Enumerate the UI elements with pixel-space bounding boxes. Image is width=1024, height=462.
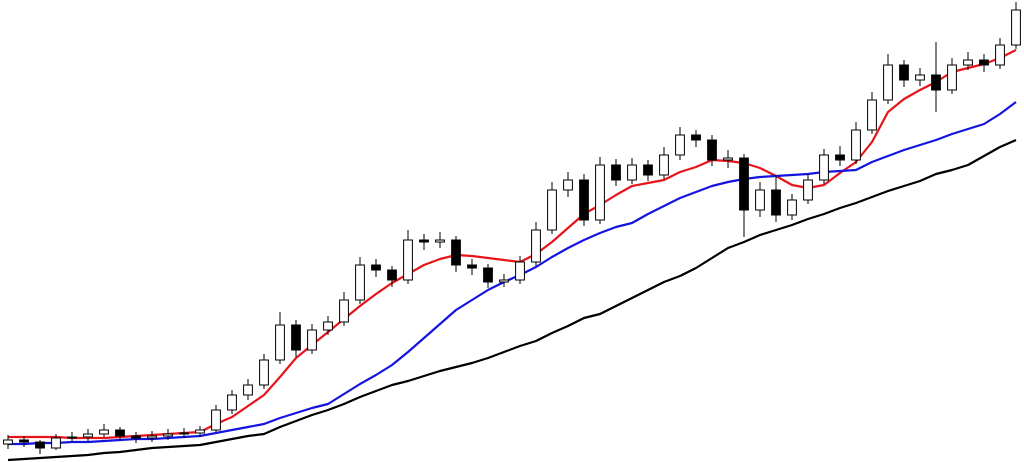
candle-body	[419, 239, 429, 243]
candle-body	[435, 239, 445, 243]
candle-body	[307, 329, 317, 351]
candle-body	[227, 394, 237, 411]
candle-body	[531, 229, 541, 263]
candle-body	[483, 267, 493, 283]
moving-averages	[7, 49, 1017, 462]
candle-body	[723, 157, 733, 161]
candle-body	[963, 59, 973, 66]
candle-body	[707, 139, 717, 161]
candle-body	[211, 409, 221, 431]
candle-body	[771, 189, 781, 216]
candle-body	[803, 179, 813, 201]
candle-body	[3, 439, 13, 445]
candle-body	[691, 134, 701, 141]
candle-body	[515, 261, 525, 281]
candle-body	[547, 189, 557, 231]
candle-body	[291, 324, 301, 351]
candle-body	[851, 129, 861, 161]
candle-body	[387, 269, 397, 281]
candle-body	[787, 199, 797, 216]
candle-body	[259, 359, 269, 386]
candle-body	[611, 164, 621, 181]
candle-body	[355, 264, 365, 301]
candle-body	[819, 154, 829, 181]
candle-body	[99, 429, 109, 435]
candle-body	[371, 264, 381, 271]
candle-body	[179, 432, 189, 435]
candle-body	[979, 59, 989, 66]
candle-body	[675, 134, 685, 156]
candle-body	[131, 435, 141, 439]
candle-body	[883, 64, 893, 101]
candle-body	[115, 429, 125, 437]
candle-body	[35, 441, 45, 449]
candle-body	[51, 437, 61, 449]
candle-body	[339, 299, 349, 323]
candle-body	[899, 64, 909, 81]
candle-body	[915, 74, 925, 81]
candle-body	[579, 179, 589, 221]
candle-body	[67, 436, 77, 439]
candle-body	[643, 164, 653, 176]
candle-body	[755, 189, 765, 211]
moving-average-line	[8, 49, 1017, 440]
candle-body	[195, 429, 205, 434]
candle-body	[451, 239, 461, 266]
candle-body	[835, 154, 845, 161]
candle-body	[83, 433, 93, 438]
candle-body	[659, 154, 669, 176]
candle-body	[1011, 9, 1021, 46]
moving-average-line	[8, 101, 1017, 446]
moving-average-line	[7, 138, 1017, 462]
candle-body	[947, 64, 957, 91]
candle-body	[563, 179, 573, 191]
candle-body	[931, 74, 941, 91]
candle-body	[403, 239, 413, 281]
candle-body	[243, 384, 253, 396]
candle-body	[19, 439, 29, 443]
candle-body	[867, 99, 877, 131]
candle-body	[275, 324, 285, 361]
candle-body	[499, 279, 509, 283]
candle-body	[163, 433, 173, 437]
candle-body	[595, 164, 605, 221]
candle-body	[323, 321, 333, 331]
candle-body	[995, 44, 1005, 66]
candles	[3, 2, 1021, 454]
candle-body	[147, 435, 157, 439]
candle-body	[627, 164, 637, 181]
candle-body	[467, 264, 477, 269]
candle-body	[739, 157, 749, 211]
